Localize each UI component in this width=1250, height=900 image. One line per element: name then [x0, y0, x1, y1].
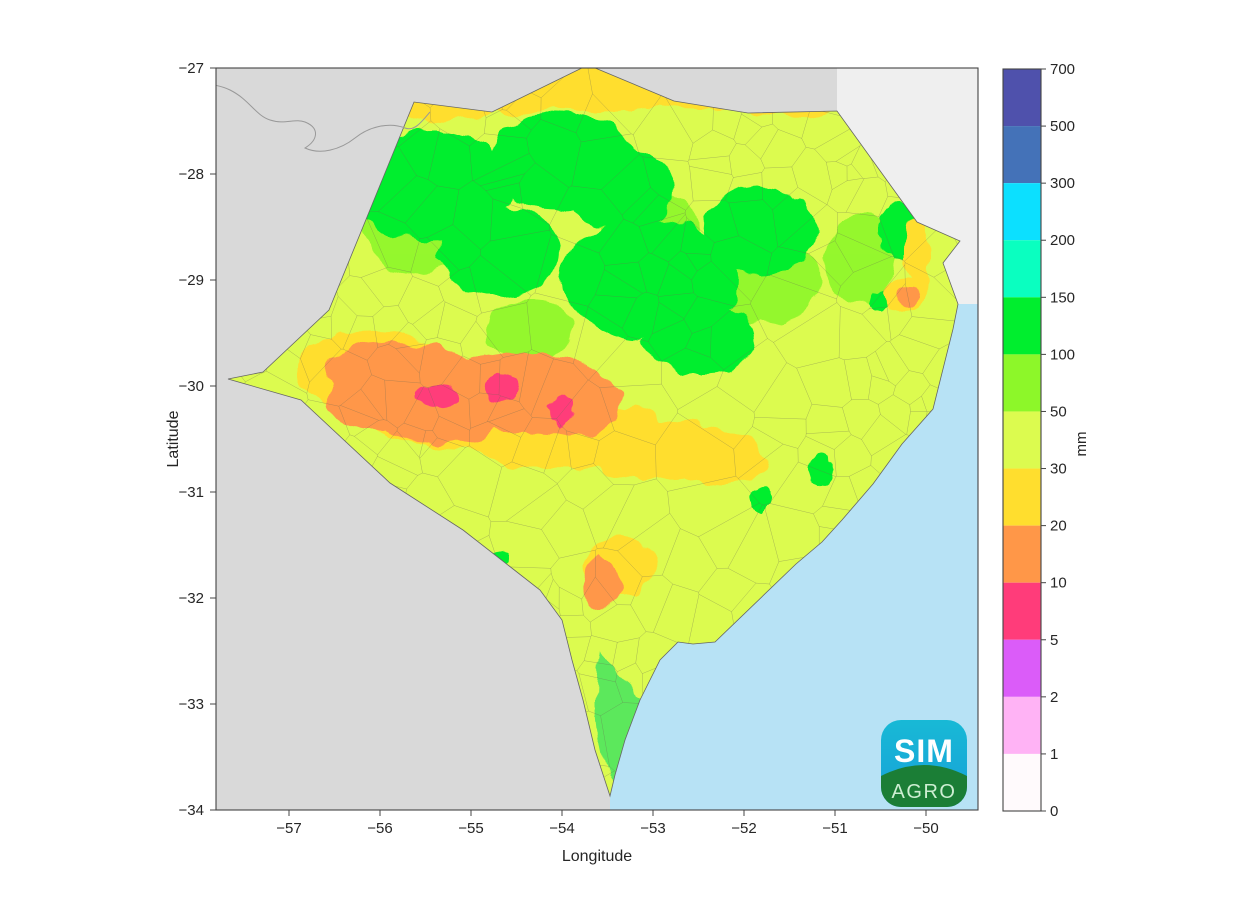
svg-text:−33: −33: [179, 696, 204, 713]
svg-text:−50: −50: [913, 820, 938, 837]
svg-text:−52: −52: [731, 820, 756, 837]
svg-text:−28: −28: [179, 166, 204, 183]
svg-text:100: 100: [1050, 346, 1075, 363]
svg-text:−55: −55: [458, 820, 483, 837]
svg-text:mm: mm: [1073, 432, 1090, 457]
svg-text:Latitude: Latitude: [165, 410, 182, 467]
svg-text:AGRO: AGRO: [892, 781, 957, 803]
svg-text:30: 30: [1050, 461, 1067, 478]
svg-text:−30: −30: [179, 378, 204, 395]
svg-text:−54: −54: [549, 820, 574, 837]
svg-text:150: 150: [1050, 289, 1075, 306]
svg-text:−32: −32: [179, 590, 204, 607]
svg-text:−31: −31: [179, 484, 204, 501]
svg-text:0: 0: [1050, 803, 1058, 820]
svg-text:SIM: SIM: [894, 733, 954, 769]
svg-text:Longitude: Longitude: [562, 848, 632, 865]
svg-text:−27: −27: [179, 60, 204, 77]
svg-text:−51: −51: [822, 820, 847, 837]
svg-text:−56: −56: [367, 820, 392, 837]
svg-text:20: 20: [1050, 518, 1067, 535]
svg-text:−53: −53: [640, 820, 665, 837]
svg-text:1: 1: [1050, 746, 1058, 763]
svg-text:300: 300: [1050, 175, 1075, 192]
svg-text:−57: −57: [276, 820, 301, 837]
svg-text:5: 5: [1050, 632, 1058, 649]
svg-text:500: 500: [1050, 118, 1075, 135]
svg-text:700: 700: [1050, 61, 1075, 78]
svg-text:50: 50: [1050, 403, 1067, 420]
svg-text:200: 200: [1050, 232, 1075, 249]
svg-text:10: 10: [1050, 575, 1067, 592]
svg-text:2: 2: [1050, 689, 1058, 706]
svg-text:−34: −34: [179, 802, 204, 819]
svg-text:−29: −29: [179, 272, 204, 289]
